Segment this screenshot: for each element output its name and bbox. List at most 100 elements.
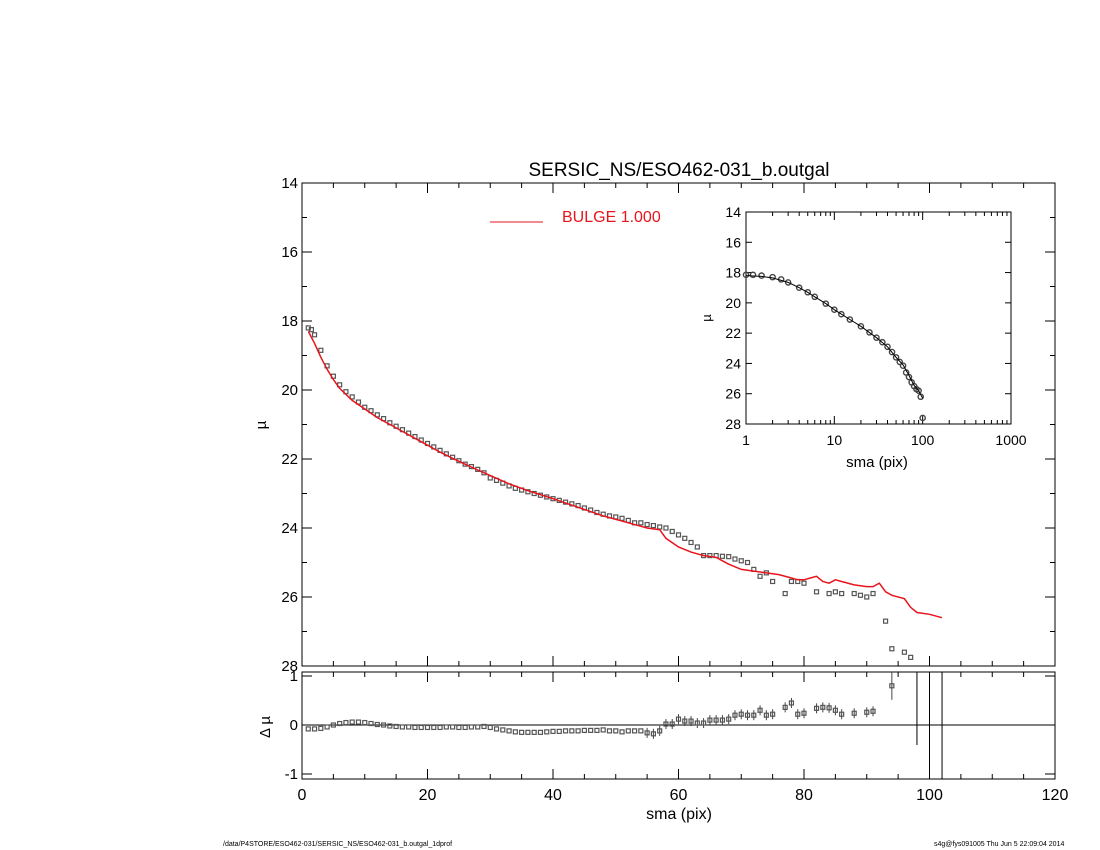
residual-data-point	[751, 712, 757, 718]
data-point-square	[857, 592, 864, 598]
residual-data-point	[851, 710, 857, 716]
residual-data-point	[531, 729, 537, 735]
inset-data-point	[758, 272, 765, 279]
residual-data-point	[412, 724, 418, 731]
main-panel: 14 16 18 20 22 24 26 28 µ BULGE 1.000	[253, 175, 1056, 675]
residual-data-point	[443, 724, 449, 730]
inset-y-tick-label: 28	[725, 416, 741, 432]
main-y-tick-label: 16	[281, 244, 298, 261]
inset-data-point	[838, 310, 845, 318]
data-point-square	[663, 525, 669, 531]
data-point-square	[650, 522, 657, 529]
inset-data-point	[822, 300, 830, 307]
residual-data-point	[864, 709, 870, 715]
data-point-square	[813, 589, 820, 595]
legend-label: BULGE 1.000	[562, 209, 661, 226]
inset-data-point	[915, 387, 922, 394]
residual-data-point	[619, 729, 625, 735]
residual-data-point	[562, 728, 569, 734]
main-y-tick-label: 22	[281, 451, 298, 468]
data-point-square	[870, 590, 876, 597]
residual-data-point	[550, 728, 556, 734]
residual-data-point	[437, 724, 443, 731]
residual-data-point	[839, 711, 845, 717]
residual-data-point	[481, 723, 487, 730]
residual-data-point	[305, 726, 311, 732]
data-point-square	[826, 590, 832, 597]
data-point-square	[889, 646, 895, 652]
inset-y-tick-label: 20	[725, 295, 741, 311]
data-point-square	[481, 470, 487, 476]
residual-data-point	[475, 724, 481, 730]
inset-data-point	[857, 323, 865, 330]
residual-data-point	[788, 700, 795, 706]
inset-data-point	[784, 279, 792, 286]
residual-data-point	[450, 724, 456, 730]
data-point-square	[719, 553, 726, 559]
data-point-square	[308, 327, 315, 333]
residual-data-point	[456, 724, 462, 731]
data-point-square	[732, 556, 738, 562]
inset-data-point	[795, 284, 803, 292]
inset-y-ticks: 14 16 18 20 22 24 26 28	[725, 204, 1011, 432]
residual-data-point	[387, 723, 393, 729]
data-point-square	[782, 590, 788, 597]
residual-y-tick-label: 0	[290, 717, 298, 734]
residual-data-point	[330, 722, 336, 728]
data-point-square	[688, 539, 694, 546]
residual-data-point	[431, 724, 437, 731]
main-x-ticks	[301, 183, 1056, 666]
residual-x-tick-label: 120	[1042, 787, 1069, 804]
residual-data-point	[318, 725, 324, 732]
residual-data-point	[606, 728, 613, 734]
inset-y-tick-label: 14	[725, 204, 741, 220]
residual-data-point	[393, 723, 399, 730]
residual-data-point	[763, 712, 769, 718]
residual-data-point	[594, 727, 600, 733]
residual-data-point	[343, 719, 349, 726]
residual-data-point	[657, 728, 663, 734]
residual-data-point	[462, 724, 468, 731]
residual-x-tick-label: 100	[916, 787, 943, 804]
inset-plot-frame	[745, 211, 1012, 425]
inset-x-tick-label: 10	[827, 432, 843, 448]
inset-data-point	[919, 414, 926, 422]
residual-data-point	[588, 727, 594, 733]
inset-y-tick-label: 18	[725, 265, 741, 281]
residual-x-ticks: 0 20 40 60 80 100 120	[298, 672, 1069, 804]
residual-data-point	[644, 730, 650, 736]
data-point-square	[669, 528, 675, 535]
residual-x-tick-label: 40	[544, 787, 562, 804]
inset-y-tick-label: 16	[725, 234, 741, 250]
residual-x-tick-label: 60	[670, 787, 688, 804]
residual-data-point	[337, 720, 343, 727]
main-y-tick-label: 18	[281, 313, 298, 330]
residual-data-point	[493, 726, 500, 732]
data-point-square	[744, 559, 751, 566]
residual-data-points	[305, 671, 895, 739]
residual-data-point	[770, 711, 776, 717]
residual-data-point	[801, 710, 807, 716]
inset-y-tick-label: 22	[725, 325, 741, 341]
inset-data-point	[899, 362, 907, 370]
data-point-square	[757, 573, 763, 579]
residual-data-point	[707, 717, 713, 723]
data-point-square	[770, 578, 776, 585]
data-point-square	[851, 590, 857, 597]
residual-data-point	[581, 727, 587, 733]
residual-data-point	[355, 719, 362, 725]
residual-y-axis-label: Δ µ	[257, 716, 274, 738]
data-point-square	[694, 544, 700, 550]
residual-data-point	[700, 720, 707, 726]
residual-data-point	[600, 727, 606, 733]
inset-data-point	[892, 354, 900, 361]
residual-data-point	[374, 721, 380, 728]
residual-data-point	[675, 716, 682, 722]
residual-data-point	[820, 704, 826, 710]
residual-y-ticks: 1 0 -1	[285, 668, 1055, 783]
residual-data-point	[544, 729, 550, 735]
data-point-square	[619, 515, 625, 521]
data-point-square	[318, 347, 324, 353]
residual-data-point	[406, 724, 412, 730]
inset-x-ticks: 1 10 100 1000	[742, 212, 1027, 448]
